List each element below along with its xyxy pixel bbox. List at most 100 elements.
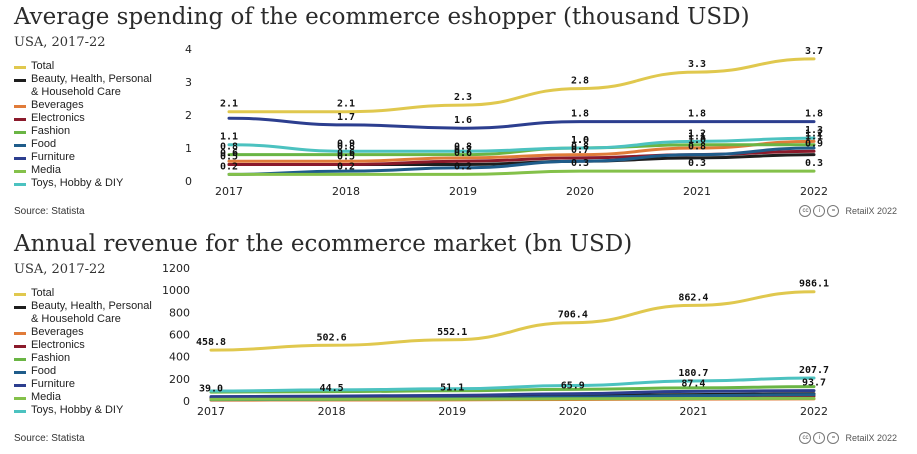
x-tick-label: 2018 [318,405,346,418]
data-label: 1.2 [688,128,706,139]
data-label: 0.5 [220,152,238,163]
data-label: 0.5 [337,152,355,163]
legend-item: Furniture [14,378,184,391]
x-tick-label: 2020 [559,405,587,418]
data-label: 1.0 [688,135,706,146]
nd-icon: = [827,205,840,217]
series-line-2 [227,139,816,163]
chart-title: Average spending of the ecommerce eshopp… [14,4,750,30]
data-label: 180.7 [678,368,708,379]
data-label: 1.6 [454,115,472,126]
data-label: 0.8 [337,142,355,153]
legend-item: Toys, Hobby & DIY [14,177,184,190]
legend-swatch [14,332,26,335]
source-note: Source: Statista [14,433,85,444]
x-tick-label: 2019 [438,405,466,418]
x-tick-label: 2017 [215,185,243,198]
y-tick-label: 200 [169,373,190,386]
brand-footer: cc i = RetailX 2022 [799,205,897,217]
legend-swatch [14,384,26,387]
series-line-5 [227,146,816,176]
legend-item: Beauty, Health, Personal & Household Car… [14,300,184,326]
y-tick-label: 800 [169,306,190,319]
legend-item: Beauty, Health, Personal & Household Car… [14,73,184,99]
y-tick-label: 2 [185,109,192,122]
legend-swatch [14,293,26,296]
legend-item: Media [14,164,184,177]
data-label: 1.8 [805,109,823,120]
legend-item: Beverages [14,99,184,112]
legend-item: Food [14,138,184,151]
data-label: 0.2 [220,161,238,172]
data-label: 1.0 [571,135,589,146]
line-chart: 0 200 400 600 800 1000 1200 2017 2018 2019 2020 202… [162,262,829,418]
legend-swatch [14,157,26,160]
legend-item: Electronics [14,339,184,352]
spending-chart-panel: Average spending of the ecommerce eshopp… [14,4,897,217]
brand-label: RetailX 2022 [845,433,897,443]
legend-item: Media [14,391,184,404]
x-tick-label: 2022 [800,405,828,418]
legend-label: Beauty, Health, Personal & Household Car… [31,73,152,98]
data-label: 0.7 [571,145,589,156]
data-label: 1.8 [571,109,589,120]
cc-icon: cc [799,432,812,444]
data-label: 0.6 [220,148,238,159]
data-label: 0.8 [571,142,589,153]
data-label: 0.8 [454,142,472,153]
data-label: 1.8 [688,109,706,120]
legend-item: Beverages [14,326,184,339]
data-label: 0.3 [688,158,706,169]
legend-item: Fashion [14,352,184,365]
series-line-6 [227,116,816,130]
data-label: 0.2 [454,161,472,172]
data-label: 0.3 [571,158,589,169]
legend-label: Fashion [31,352,71,364]
brand-footer: cc i = RetailX 2022 [799,432,897,444]
chart-legend: Total Beauty, Health, Personal & Househol… [14,60,184,190]
data-label: 1.1 [220,132,238,143]
legend-swatch [14,371,26,374]
x-tick-label: 2018 [332,185,360,198]
legend-label: Beauty, Health, Personal & Household Car… [31,300,152,325]
legend-label: Toys, Hobby & DIY [31,177,124,189]
legend-label: Furniture [31,378,76,390]
data-label: 1.1 [805,132,823,143]
y-tick-label: 4 [185,43,192,56]
data-label: 502.6 [317,332,347,343]
data-label: 2.8 [571,76,589,87]
by-icon: i [813,205,826,217]
data-label: 1.1 [688,132,706,143]
legend-label: Food [31,365,57,377]
chart-subtitle: USA, 2017-22 [14,262,106,277]
x-tick-label: 2020 [566,185,594,198]
legend-label: Total [31,60,55,72]
data-label: 2.1 [220,99,238,110]
data-label: 0.8 [220,142,238,153]
legend-swatch [14,118,26,121]
data-label: 3.7 [805,46,823,57]
data-label: 44.5 [320,383,344,394]
legend-swatch [14,183,26,186]
data-label: 0.7 [454,145,472,156]
nd-icon: = [827,432,840,444]
data-label: 87.4 [681,378,705,389]
legend-swatch [14,170,26,173]
data-label: 39.0 [199,384,223,395]
y-tick-label: 0 [183,395,190,408]
x-tick-label: 2021 [683,185,711,198]
legend-swatch [14,345,26,348]
y-tick-label: 1 [185,142,192,155]
legend-label: Food [31,138,57,150]
by-icon: i [813,432,826,444]
y-tick-label: 1200 [162,262,190,275]
series-line-7 [209,396,816,401]
y-tick-label: 3 [185,76,192,89]
series-line-6 [209,389,816,399]
chart-title: Annual revenue for the ecommerce market … [14,231,633,257]
source-note: Source: Statista [14,206,85,217]
y-tick-label: 1000 [162,284,190,297]
series-line-4 [209,385,816,394]
data-label: 1.7 [337,112,355,123]
data-label: 1.0 [571,135,589,146]
